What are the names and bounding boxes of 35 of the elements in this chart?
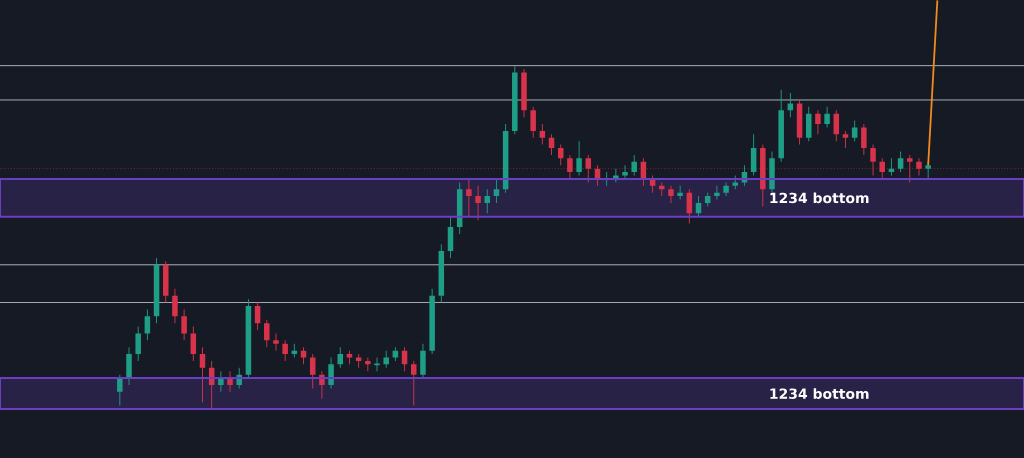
candlestick: [567, 154, 573, 179]
candlestick: [842, 130, 849, 149]
candlestick: [631, 154, 637, 176]
band-label: 1234 bottom: [770, 388, 869, 399]
candlestick: [383, 350, 389, 368]
candlestick: [815, 110, 821, 135]
candlestick: [162, 261, 169, 303]
candlestick: [264, 319, 270, 348]
candlestick: [778, 89, 784, 162]
candlestick: [879, 158, 885, 179]
candlestick: [861, 124, 867, 155]
candlestick: [870, 144, 876, 176]
candlestick: [117, 374, 123, 406]
candlestick: [484, 189, 490, 214]
candlestick: [420, 343, 426, 379]
band-label: 1234 bottom: [770, 192, 869, 204]
candlestick: [677, 185, 683, 200]
candlestick: [135, 326, 141, 361]
candlestick: [530, 106, 536, 138]
candlestick: [475, 185, 481, 221]
candlestick: [365, 357, 371, 372]
candlestick: [172, 288, 178, 324]
candlestick: [714, 185, 720, 200]
candlestick: [181, 309, 187, 341]
candlestick: [576, 141, 582, 176]
candlestick: [466, 178, 472, 217]
candlestick: [429, 288, 435, 355]
candlestick: [411, 360, 417, 406]
candlestick: [512, 65, 518, 135]
candlestick: [355, 354, 362, 368]
candlestick: [282, 340, 288, 361]
candlestick: [723, 182, 729, 197]
candlestick: [824, 106, 830, 128]
candlestick: [907, 154, 913, 183]
candlestick: [659, 182, 665, 197]
